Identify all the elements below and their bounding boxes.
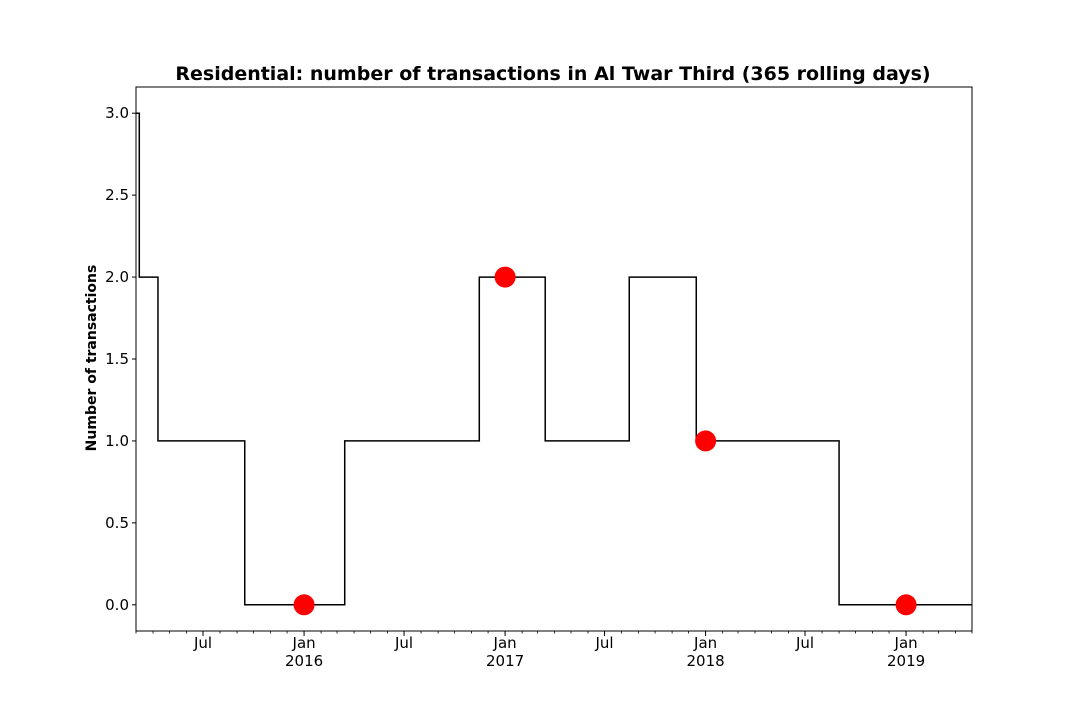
x-tick-label: Jul <box>193 634 212 652</box>
data-point-marker <box>494 266 516 288</box>
x-tick-label: Jan <box>493 634 517 652</box>
step-line-series <box>136 112 972 606</box>
data-point-marker <box>695 430 717 452</box>
chart-title: Residential: number of transactions in A… <box>175 63 930 85</box>
y-tick-label: 2.0 <box>105 268 129 286</box>
y-tick-label: 2.5 <box>105 186 129 204</box>
x-year-label: 2017 <box>486 652 524 670</box>
x-tick-label: Jan <box>693 634 717 652</box>
axes-frame <box>135 86 973 632</box>
y-tick-label: 0.5 <box>105 514 129 532</box>
y-axis-label: Number of transactions <box>84 265 100 452</box>
y-tick-label: 1.0 <box>105 432 129 450</box>
x-tick-label: Jan <box>292 634 316 652</box>
x-year-label: 2016 <box>285 652 323 670</box>
x-year-label: 2018 <box>687 652 725 670</box>
data-point-marker <box>895 594 917 616</box>
y-tick-label: 1.5 <box>105 350 129 368</box>
data-point-marker <box>293 594 315 616</box>
y-tick-label: 0.0 <box>105 596 129 614</box>
x-tick-label: Jul <box>394 634 413 652</box>
y-tick-label: 3.0 <box>105 104 129 122</box>
x-year-label: 2019 <box>887 652 925 670</box>
x-tick-label: Jul <box>795 634 814 652</box>
x-tick-label: Jul <box>594 634 613 652</box>
x-tick-label: Jan <box>894 634 918 652</box>
